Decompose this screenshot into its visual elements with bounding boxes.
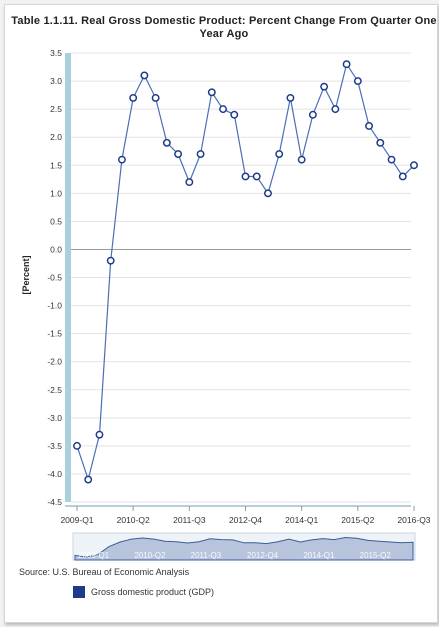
data-point <box>252 172 261 181</box>
navigator-label: 2011-Q3 <box>191 551 222 560</box>
data-point <box>275 150 284 158</box>
x-tick-labels: 2009-Q1 2010-Q2 2011-Q3 2012-Q4 2014-Q1 2015-… <box>60 506 431 525</box>
y-axis-band-rect <box>65 53 71 502</box>
y-tick-label: -3.5 <box>47 441 62 451</box>
navigator-area <box>74 536 414 561</box>
navigator-label: 2012-Q4 <box>247 551 279 560</box>
chart-frame: Table 1.1.11. Real Gross Domestic Produc… <box>4 4 438 623</box>
data-point <box>95 430 104 439</box>
y-tick-label: -2.0 <box>47 357 62 367</box>
y-tick-label: 3.5 <box>50 48 62 58</box>
y-tick-label: -1.0 <box>47 301 62 311</box>
data-point <box>117 155 126 164</box>
y-tick-labels: 3.5 3.0 2.5 2.0 1.5 1.0 0.5 0.0 -0.5 -1.0 -1.5 -2.0… <box>47 48 62 507</box>
data-point <box>84 475 93 484</box>
data-point <box>365 122 374 130</box>
y-tick-label: 2.0 <box>50 132 62 142</box>
data-point <box>241 172 250 181</box>
range-navigator: 2009-Q1 2010-Q2 2011-Q3 2012-Q4 2014-Q1 2015-… <box>72 532 416 561</box>
y-tick-label: -1.5 <box>47 329 62 339</box>
y-tick-label: -4.0 <box>47 469 62 479</box>
data-point <box>106 256 115 265</box>
chart-title: Table 1.1.11. Real Gross Domestic Produc… <box>5 15 437 41</box>
data-point <box>264 189 272 198</box>
y-tick-label: -4.5 <box>47 497 62 507</box>
data-point <box>398 172 407 181</box>
y-tick-label: -2.5 <box>47 385 62 395</box>
legend[interactable]: Gross domestic product (GDP) <box>73 586 214 598</box>
y-tick-label: -0.5 <box>47 273 62 283</box>
data-point <box>140 71 149 80</box>
series-gdp-markers <box>73 60 418 484</box>
legend-label-gdp: Gross domestic product (GDP) <box>91 587 215 597</box>
x-tick-label: 2011-Q3 <box>173 515 206 525</box>
y-tick-label: 2.5 <box>50 104 62 114</box>
y-tick-label: -3.0 <box>47 413 62 423</box>
x-tick-label: 2015-Q2 <box>341 515 374 525</box>
series-line <box>76 62 415 482</box>
x-tick-label: 2014-Q1 <box>285 515 318 525</box>
y-axis-band <box>65 53 411 507</box>
y-axis-label: [Percent] <box>21 255 31 294</box>
y-tick-label: 3.0 <box>50 76 62 86</box>
data-point <box>185 178 194 187</box>
series-gdp <box>76 62 415 482</box>
data-point <box>353 77 362 86</box>
x-tick-label: 2016-Q3 <box>397 515 430 525</box>
data-point <box>129 93 138 102</box>
y-tick-label: 1.5 <box>50 160 62 170</box>
data-point <box>308 110 317 119</box>
y-tick-label: 1.0 <box>50 188 62 198</box>
data-point <box>387 155 396 164</box>
data-point <box>286 93 295 102</box>
legend-swatch-gdp <box>73 586 85 598</box>
chart-title-line-1: Table 1.1.11. Real Gross Domestic Produc… <box>11 15 437 27</box>
data-point <box>174 150 183 158</box>
data-point <box>230 110 239 119</box>
source-note: Source: U.S. Bureau of Economic Analysis <box>19 567 190 577</box>
chart-title-line-2: Year Ago <box>199 28 249 40</box>
data-point <box>151 93 160 102</box>
line-chart: 3.5 3.0 2.5 2.0 1.5 1.0 0.5 0.0 -0.5 -1.0 -1.5 -2.0… <box>21 48 431 561</box>
y-tick-label: 0.5 <box>50 216 62 226</box>
data-point <box>207 88 216 97</box>
navigator-label: 2010-Q2 <box>134 551 166 560</box>
grid-lines <box>71 52 411 503</box>
data-point <box>196 150 205 158</box>
x-tick-label: 2010-Q2 <box>117 515 150 525</box>
data-point <box>320 82 329 91</box>
data-point <box>331 105 340 114</box>
data-point <box>410 161 418 170</box>
data-point <box>73 441 81 450</box>
navigator-label: 2014-Q1 <box>303 551 335 560</box>
data-point <box>162 138 171 147</box>
data-point <box>297 155 306 164</box>
data-point <box>376 138 385 147</box>
navigator-label: 2009-Q1 <box>78 551 110 560</box>
data-point <box>342 60 351 69</box>
x-tick-label: 2009-Q1 <box>60 515 93 525</box>
data-point <box>219 105 227 114</box>
y-tick-label: 0.0 <box>50 244 62 254</box>
navigator-label: 2015-Q2 <box>360 551 392 560</box>
x-tick-label: 2012-Q4 <box>229 515 262 525</box>
